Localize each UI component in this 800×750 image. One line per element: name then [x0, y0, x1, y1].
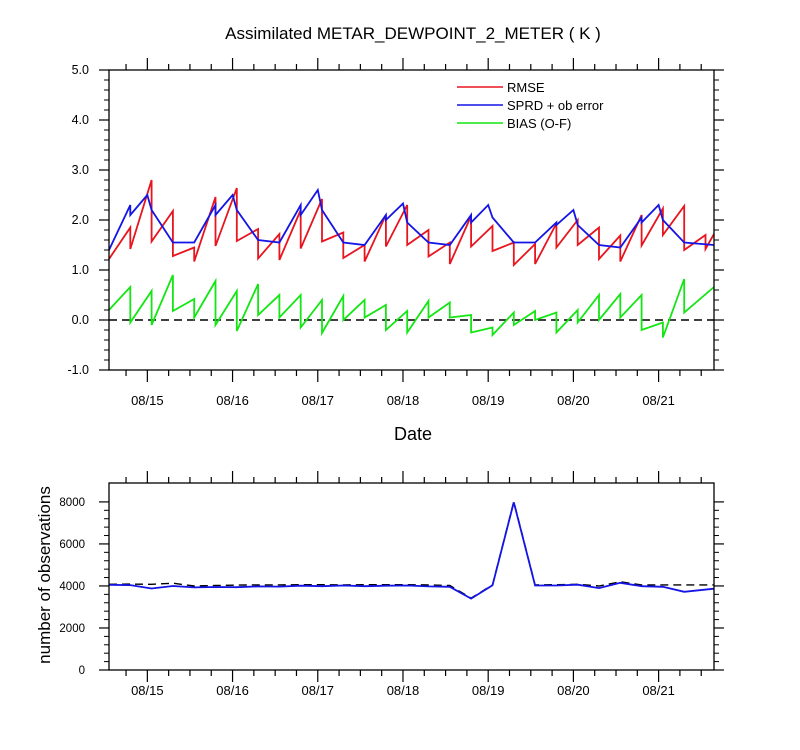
bottom-chart-y-axis-label: number of observations — [35, 486, 54, 664]
legend-entry-label: SPRD + ob error — [507, 98, 604, 113]
bottom-x-tick-label: 08/21 — [642, 683, 675, 698]
top-chart-x-axis-label: Date — [394, 424, 432, 444]
top-y-tick-label: 5.0 — [72, 63, 89, 77]
bottom-y-tick-label: 2000 — [59, 623, 85, 635]
series-line-assimilated-observations — [108, 502, 715, 600]
bottom-x-tick-label: 08/20 — [557, 683, 590, 698]
bottom-chart-ticks: 0 2000 4000 6000 8000 08/15 08/16 08/17 08/18 08/… — [59, 471, 724, 698]
legend-entry-label: BIAS (O-F) — [507, 116, 571, 131]
top-chart-title: Assimilated METAR_DEWPOINT_2_METER ( K ) — [225, 24, 601, 43]
top-x-tick-label: 08/18 — [387, 393, 420, 408]
top-chart-legend: RMSE SPRD + ob error BIAS (O-F) — [457, 80, 604, 131]
top-x-tick-label: 08/15 — [131, 393, 164, 408]
top-x-tick-label: 08/19 — [472, 393, 505, 408]
bottom-y-tick-label: 6000 — [59, 539, 85, 551]
top-chart-ticks: -1.0 0.0 1.0 2.0 3.0 4.0 5.0 08/15 08/16 08/17 08/… — [67, 58, 724, 408]
top-x-tick-label: 08/20 — [557, 393, 590, 408]
bottom-y-tick-label: 0 — [79, 665, 85, 677]
top-chart-frame — [108, 69, 715, 371]
top-y-tick-label: -1.0 — [67, 363, 89, 377]
bottom-chart: 0 2000 4000 6000 8000 08/15 08/16 08/17 08/18 08/… — [59, 471, 724, 698]
top-y-tick-label: 3.0 — [72, 163, 89, 177]
top-y-tick-label: 1.0 — [72, 263, 89, 277]
series-line-rmse — [108, 179, 715, 268]
bottom-y-tick-label: 4000 — [59, 581, 85, 593]
top-y-tick-label: 0.0 — [72, 313, 89, 327]
top-x-tick-label: 08/17 — [301, 393, 334, 408]
legend-entry-label: RMSE — [507, 80, 545, 95]
top-chart-series — [108, 179, 715, 338]
top-chart: -1.0 0.0 1.0 2.0 3.0 4.0 5.0 08/15 08/16 08/17 08/… — [67, 58, 724, 408]
bottom-x-tick-label: 08/15 — [131, 683, 164, 698]
top-y-tick-label: 2.0 — [72, 213, 89, 227]
bottom-x-tick-label: 08/16 — [216, 683, 249, 698]
bottom-x-tick-label: 08/19 — [472, 683, 505, 698]
series-line-sprd-ob-error — [108, 187, 715, 251]
series-line-bias-o-f — [108, 274, 715, 338]
bottom-chart-series — [108, 501, 715, 600]
bottom-y-tick-label: 8000 — [59, 497, 85, 509]
bottom-x-tick-label: 08/18 — [387, 683, 420, 698]
top-y-tick-label: 4.0 — [72, 113, 89, 127]
top-x-tick-label: 08/21 — [642, 393, 675, 408]
bottom-chart-frame — [108, 482, 715, 671]
bottom-x-tick-label: 08/17 — [301, 683, 334, 698]
top-x-tick-label: 08/16 — [216, 393, 249, 408]
